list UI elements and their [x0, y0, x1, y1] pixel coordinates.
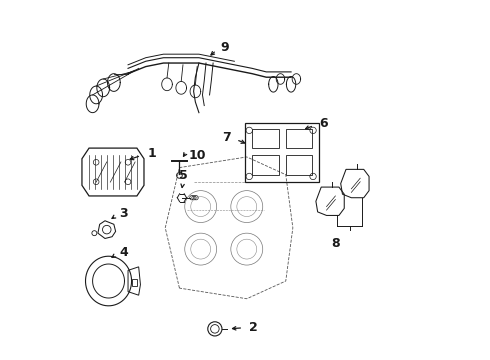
Text: 3: 3: [119, 207, 128, 220]
Bar: [245, 123, 319, 182]
Text: 2: 2: [248, 321, 257, 334]
Bar: [286, 155, 312, 175]
Bar: [132, 279, 137, 286]
Bar: [286, 129, 312, 148]
Text: 10: 10: [188, 149, 206, 162]
Text: 4: 4: [119, 246, 128, 259]
Text: 6: 6: [319, 117, 328, 130]
Text: 9: 9: [220, 41, 229, 54]
Bar: [252, 129, 279, 148]
Bar: [252, 155, 279, 175]
Text: 5: 5: [178, 169, 187, 182]
Text: 1: 1: [147, 147, 156, 160]
Text: 8: 8: [331, 237, 340, 250]
Text: 7: 7: [222, 131, 231, 144]
